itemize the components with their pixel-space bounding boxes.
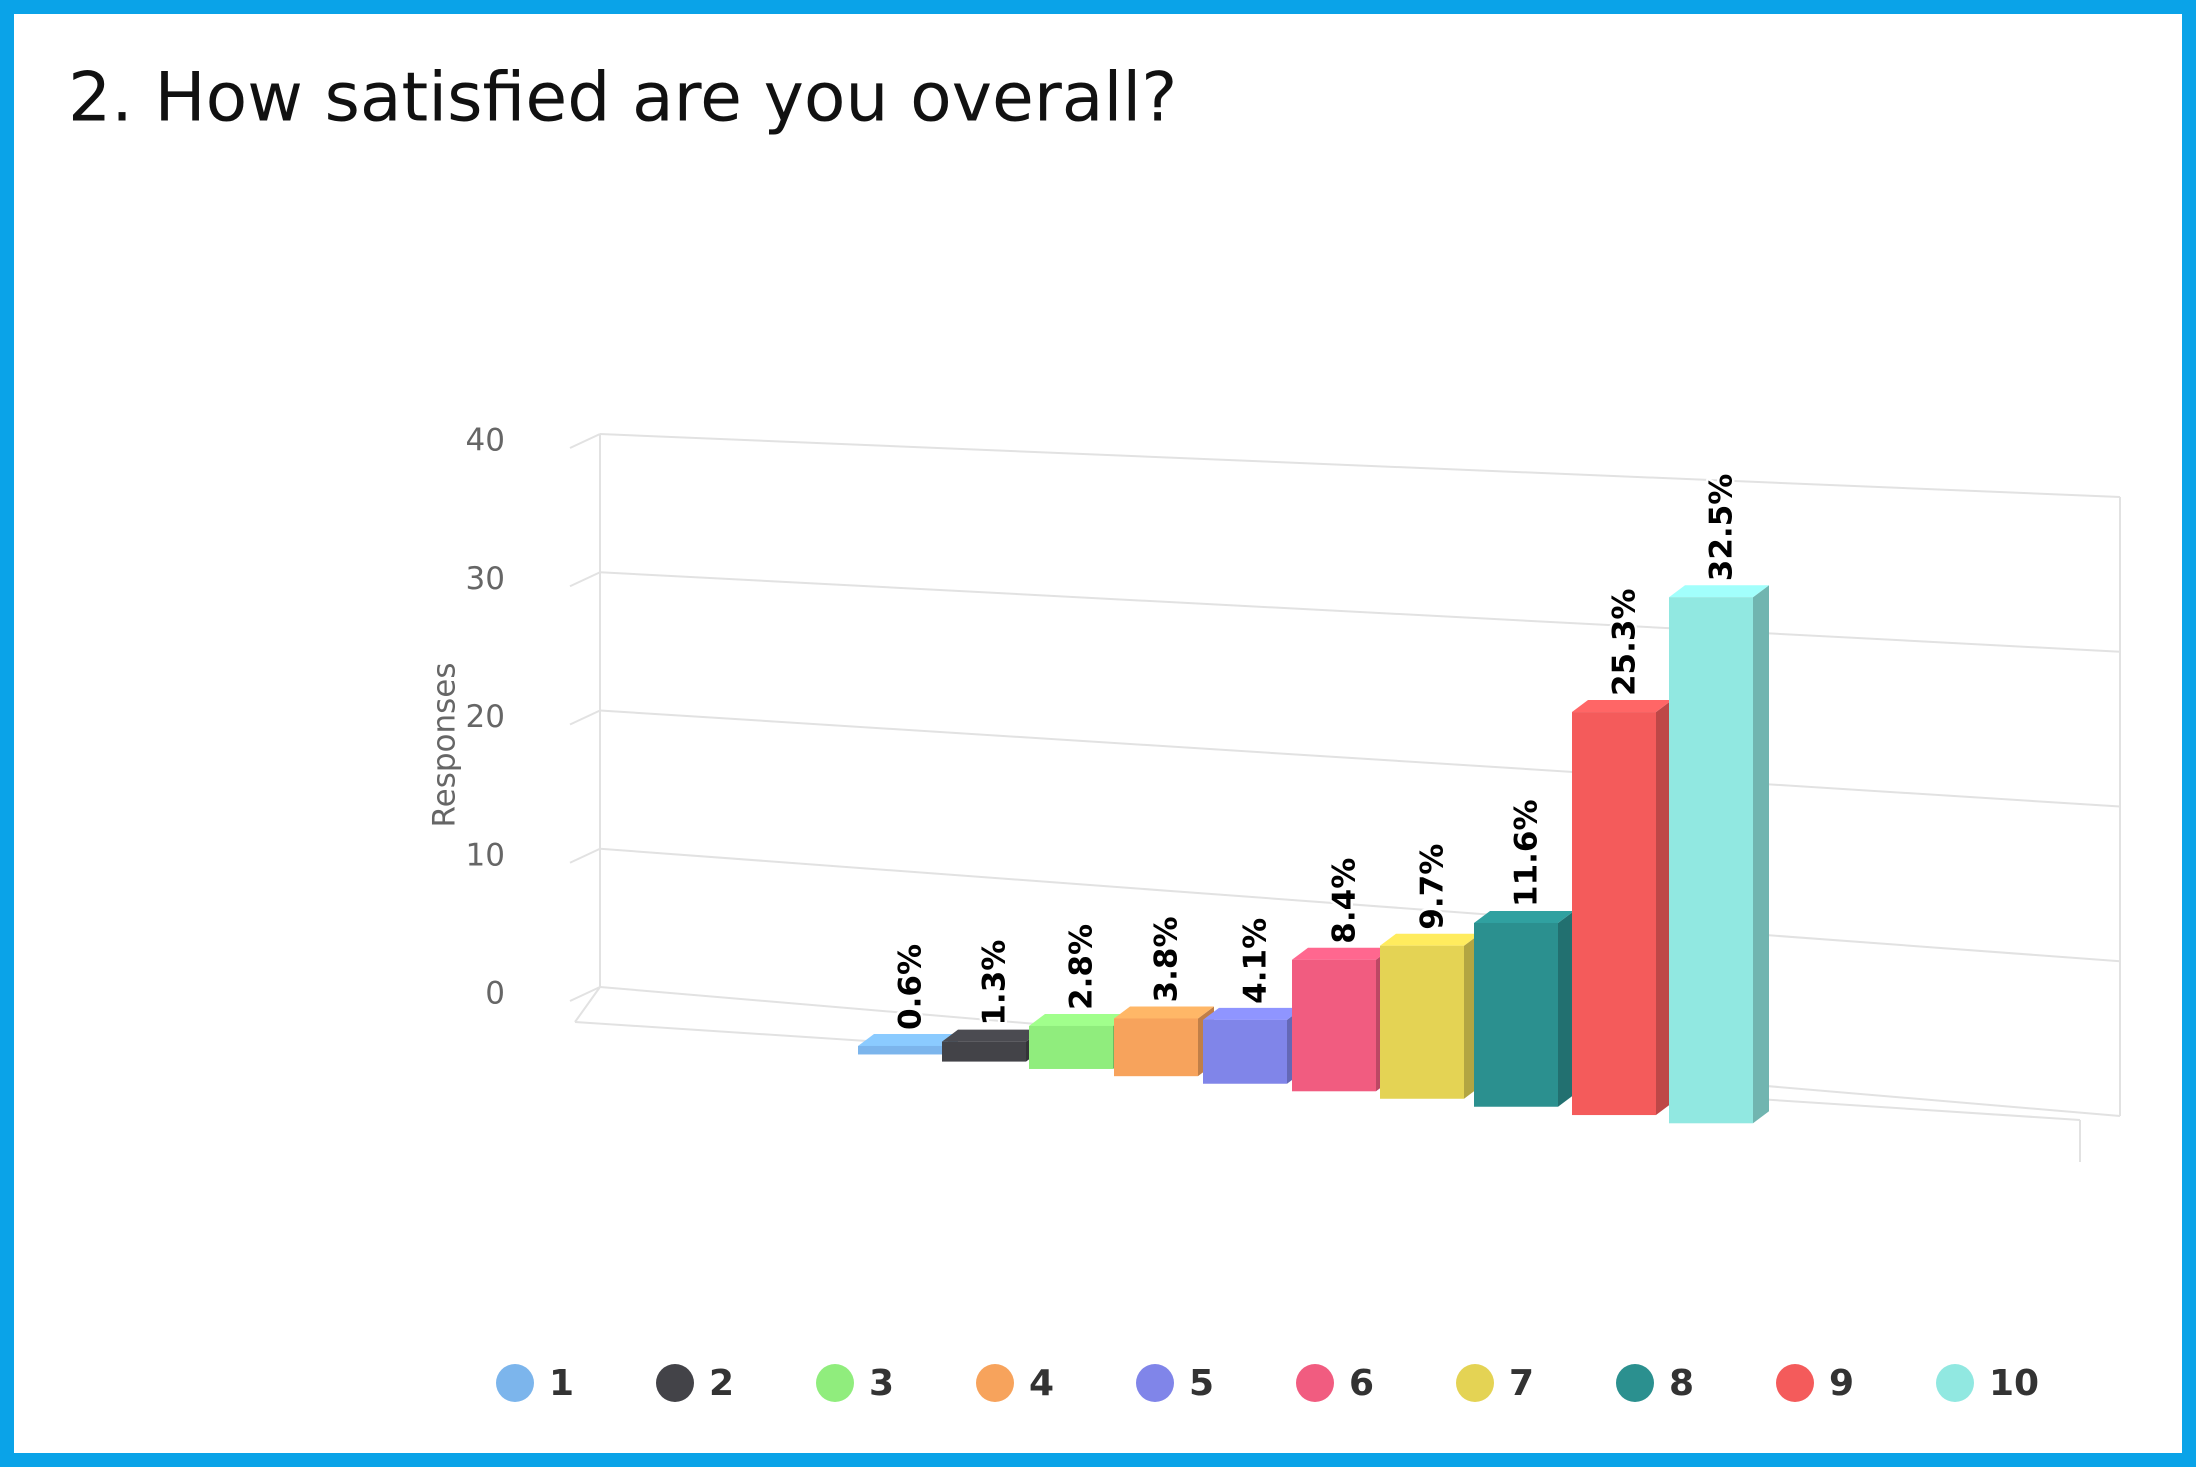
legend-item: 5 [1136, 1363, 1214, 1404]
legend-label: 8 [1669, 1363, 1694, 1404]
bar-top [1029, 1013, 1129, 1026]
bar [1380, 933, 1480, 1099]
legend-swatch [1776, 1364, 1814, 1402]
legend-swatch [656, 1364, 694, 1402]
legend-swatch [1296, 1364, 1334, 1402]
bar [1669, 585, 1769, 1124]
y-tick-label: 0 [485, 976, 505, 1012]
grid-line [599, 709, 2121, 808]
bar-front [1474, 922, 1558, 1107]
legend-label: 10 [1989, 1363, 2039, 1404]
grid-line [599, 433, 2121, 498]
data-label: 32.5% [1704, 474, 1740, 582]
bar-side [1558, 910, 1574, 1107]
bar [1292, 947, 1392, 1092]
data-label: 1.3% [977, 940, 1013, 1026]
bar-top [942, 1029, 1042, 1042]
y-axis-title: Responses [427, 662, 463, 827]
bar [1203, 1007, 1303, 1084]
bar-front [942, 1041, 1026, 1062]
bar-front [1380, 945, 1464, 1099]
bar-front [1114, 1018, 1198, 1077]
bar-top [1572, 700, 1672, 713]
bar-top [858, 1033, 958, 1046]
legend-swatch [1616, 1364, 1654, 1402]
bar [942, 1029, 1042, 1062]
data-label: 9.7% [1415, 844, 1451, 930]
grid-line [599, 571, 2121, 653]
data-label: 0.6% [893, 944, 929, 1030]
legend-swatch [1936, 1364, 1974, 1402]
bar-side [1753, 585, 1769, 1124]
legend-swatch [976, 1364, 1014, 1402]
legend-label: 3 [869, 1363, 894, 1404]
grid-line [599, 847, 2121, 963]
bar-top [1203, 1007, 1303, 1020]
tick-mark [569, 709, 601, 726]
bar-top [1292, 947, 1392, 960]
bar-side [1656, 700, 1672, 1116]
data-label: 11.6% [1509, 799, 1545, 907]
bar [1474, 910, 1574, 1107]
bar-front [1292, 959, 1376, 1092]
tick-mark [569, 847, 601, 864]
y-tick-label: 10 [466, 837, 505, 873]
legend-swatch [496, 1364, 534, 1402]
bar-top [1669, 585, 1769, 598]
legend-item: 9 [1776, 1363, 1854, 1404]
legend-label: 1 [549, 1363, 574, 1404]
data-label: 2.8% [1064, 924, 1100, 1010]
bar-top [1380, 933, 1480, 946]
legend-item: 6 [1296, 1363, 1374, 1404]
legend-label: 9 [1829, 1363, 1854, 1404]
y-tick-label: 20 [466, 699, 505, 735]
data-label: 25.3% [1607, 589, 1643, 697]
bar-front [1029, 1025, 1113, 1069]
legend-label: 7 [1509, 1363, 1534, 1404]
legend-label: 5 [1189, 1363, 1214, 1404]
tick-mark [569, 433, 601, 449]
bar [1572, 700, 1672, 1116]
bar [1114, 1006, 1214, 1077]
legend-swatch [816, 1364, 854, 1402]
legend-item: 1 [496, 1363, 574, 1404]
data-label: 8.4% [1327, 858, 1363, 944]
legend-item: 7 [1456, 1363, 1534, 1404]
bar-top [1114, 1006, 1214, 1019]
legend-swatch [1456, 1364, 1494, 1402]
data-label: 3.8% [1149, 916, 1185, 1002]
bar-front [858, 1045, 942, 1055]
legend-item: 4 [976, 1363, 1054, 1404]
chart-title: 2. How satisfied are you overall? [68, 59, 1177, 138]
bar-front [1572, 712, 1656, 1116]
data-label: 4.1% [1238, 918, 1274, 1004]
legend-swatch [1136, 1364, 1174, 1402]
legend-item: 2 [656, 1363, 734, 1404]
bar-front [1669, 597, 1753, 1124]
legend-item: 3 [816, 1363, 894, 1404]
legend-label: 6 [1349, 1363, 1374, 1404]
legend-label: 4 [1029, 1363, 1054, 1404]
tick-mark [569, 571, 601, 588]
legend-item: 10 [1936, 1363, 2039, 1404]
floor-edge [574, 986, 601, 1023]
tick-mark [569, 986, 601, 1002]
y-tick-label: 30 [466, 561, 505, 597]
legend-label: 2 [709, 1363, 734, 1404]
bar-top [1474, 910, 1574, 923]
bar-front [1203, 1019, 1287, 1084]
y-tick-label: 40 [466, 423, 505, 459]
legend-item: 8 [1616, 1363, 1694, 1404]
